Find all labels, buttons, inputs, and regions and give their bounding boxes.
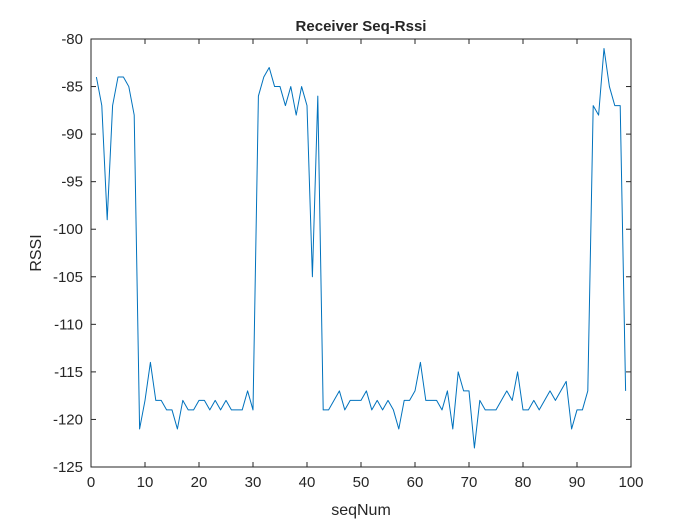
x-tick-label: 20 [191, 474, 208, 491]
x-tick-label: 50 [353, 474, 370, 491]
y-tick-label: -115 [54, 364, 83, 381]
x-tick-label: 80 [515, 474, 532, 491]
y-tick-label: -85 [61, 79, 83, 96]
x-tick-label: 0 [87, 474, 95, 491]
y-tick-label: -120 [53, 411, 83, 428]
x-tick-label: 30 [245, 474, 262, 491]
y-tick-label: -80 [61, 31, 83, 48]
y-tick-label: -95 [61, 174, 83, 191]
x-tick-label: 90 [569, 474, 586, 491]
chart-title: Receiver Seq-Rssi [296, 18, 427, 35]
y-axis-label: RSSI [28, 234, 45, 271]
plot-area [91, 39, 631, 467]
y-tick-label: -105 [53, 269, 83, 286]
y-tick-label: -90 [61, 126, 83, 143]
x-tick-label: 10 [137, 474, 154, 491]
x-tick-label: 100 [618, 474, 643, 491]
plot-frame [90, 38, 632, 468]
x-tick-label: 70 [461, 474, 478, 491]
x-axis-label: seqNum [331, 502, 391, 519]
y-tick-label: -125 [53, 459, 83, 476]
x-tick-label: 40 [299, 474, 316, 491]
y-tick-label: -110 [54, 316, 83, 333]
y-tick-label: -100 [53, 221, 83, 238]
tick-labels: 0 10 20 30 40 50 60 70 80 90 100 -125 -120 -115 -110 -1… [53, 31, 644, 491]
series-line [95, 48, 627, 449]
x-tick-label: 60 [407, 474, 424, 491]
